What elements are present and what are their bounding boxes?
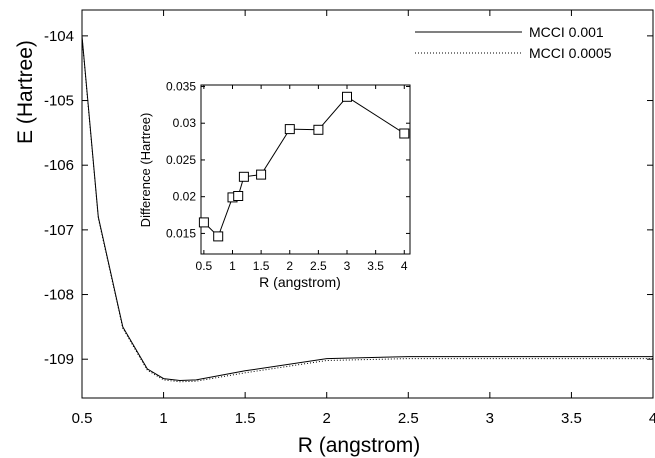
- inset-x-tick-label: 2: [286, 259, 293, 273]
- inset-x-tick-label: 2.5: [310, 259, 327, 273]
- inset-data-point: [313, 124, 324, 135]
- inset-y-tick-label: 0.03: [173, 116, 197, 130]
- inset-x-tick-label: 1.5: [253, 259, 270, 273]
- main-y-tick-label: -108: [44, 287, 74, 304]
- inset-ticks: 0.5 1 1.5 2 2.5 3 3.5 4 0.015 0.02 0.025 0.03 0.035: [166, 79, 410, 273]
- inset-plot-frame: [200, 84, 411, 255]
- inset-x-tick-label: 4: [401, 259, 408, 273]
- inset-y-tick-label: 0.025: [166, 153, 196, 167]
- main-x-tick-label: 2: [323, 410, 331, 427]
- main-x-tick-label: 2.5: [398, 410, 419, 427]
- inset-y-tick-label: 0.015: [166, 226, 196, 240]
- inset-x-tick-label: 3: [344, 259, 351, 273]
- inset-x-tick-label: 1: [229, 259, 236, 273]
- inset-data-point: [399, 128, 410, 139]
- main-x-tick-label: 4: [649, 410, 655, 427]
- inset-data-point: [213, 231, 224, 242]
- main-y-tick-label: -107: [44, 222, 74, 239]
- inset-y-tick-label: 0.035: [166, 79, 196, 93]
- main-ticks: 0.5 1 1.5 2 2.5 3 3.5 4 -104 -105 -106 -107 -108 -109: [44, 10, 655, 427]
- inset-data-point: [256, 169, 267, 180]
- main-x-tick-label: 3: [486, 410, 494, 427]
- inset-plot: 0.5 1 1.5 2 2.5 3 3.5 40.0150.020.0250.030.035 …: [138, 79, 411, 290]
- main-y-tick-label: -104: [44, 28, 74, 45]
- inset-y-axis-title: Difference (Hartree): [138, 113, 153, 228]
- main-y-axis-title: E (Hartree): [14, 40, 37, 144]
- main-x-axis-title: R (angstrom): [298, 434, 421, 457]
- series-line-mcci-0001: [81, 35, 653, 382]
- inset-x-axis-title: R (angstrom): [259, 274, 341, 290]
- main-x-tick-label: 1.5: [235, 410, 256, 427]
- main-series: [81, 35, 653, 383]
- inset-y-tick-label: 0.02: [173, 190, 197, 204]
- main-plot-frame: [81, 9, 654, 399]
- inset-data-point: [284, 124, 295, 135]
- series-line-mcci-00005: [81, 37, 653, 383]
- main-y-tick-label: -105: [44, 93, 74, 110]
- main-y-tick-label: -106: [44, 157, 74, 174]
- inset-data-point: [233, 191, 244, 201]
- inset-series: [198, 91, 410, 242]
- main-x-tick-label: 0.5: [72, 410, 93, 427]
- main-x-tick-label: 3.5: [561, 410, 582, 427]
- inset-data-point: [238, 171, 249, 182]
- main-plot: 0.5 1 1.5 2 2.5 3 3.5 4 -104 -105 -106 -107 -108 -109…: [14, 9, 655, 457]
- legend-label-mcci-00005: MCCI 0.0005: [529, 45, 612, 61]
- inset-data-point: [198, 217, 209, 228]
- legend-label-mcci-0001: MCCI 0.001: [529, 24, 604, 40]
- inset-series-line: [203, 96, 405, 238]
- inset-x-tick-label: 3.5: [367, 259, 384, 273]
- inset-data-point: [342, 91, 352, 102]
- main-y-tick-label: -109: [44, 351, 74, 368]
- inset-background: [200, 84, 411, 255]
- legend: MCCI 0.001 MCCI 0.0005: [415, 24, 612, 61]
- main-x-tick-label: 1: [159, 410, 167, 427]
- inset-x-tick-label: 0.5: [196, 259, 213, 273]
